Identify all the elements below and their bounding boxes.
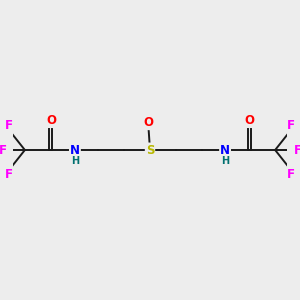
Text: F: F: [287, 118, 295, 132]
Text: S: S: [146, 143, 154, 157]
Text: F: F: [287, 168, 295, 182]
Text: F: F: [5, 118, 13, 132]
Text: H: H: [221, 155, 229, 166]
Text: N: N: [70, 143, 80, 157]
Text: F: F: [294, 143, 300, 157]
Text: F: F: [0, 143, 6, 157]
Text: O: O: [244, 114, 254, 127]
Text: N: N: [220, 143, 230, 157]
Text: O: O: [144, 116, 154, 129]
Text: F: F: [5, 168, 13, 182]
Text: O: O: [46, 114, 56, 127]
Text: H: H: [71, 155, 79, 166]
